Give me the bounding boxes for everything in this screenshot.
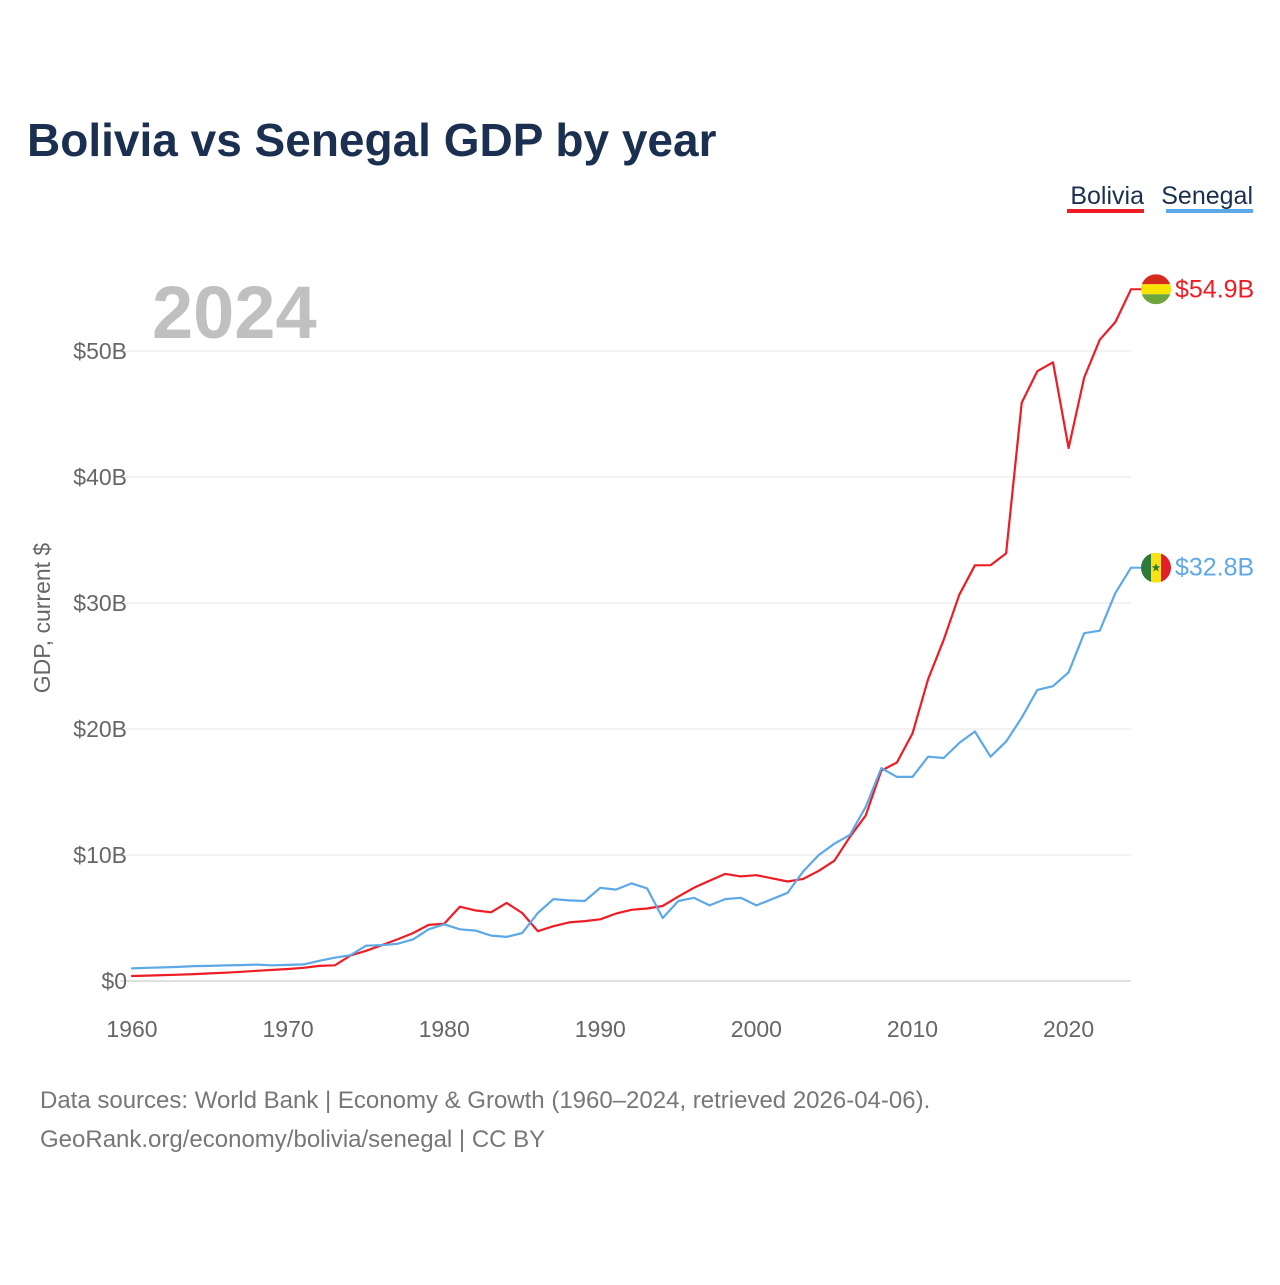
year-watermark: 2024 (152, 271, 317, 354)
series-line-senegal[interactable] (130, 566, 1133, 970)
y-tick-label: $40B (73, 464, 127, 490)
x-tick-label: 1990 (575, 1016, 626, 1042)
senegal-flag-icon (1141, 552, 1171, 583)
y-tick-label: $30B (73, 590, 127, 616)
y-tick-label: $20B (73, 716, 127, 742)
series-lines (130, 288, 1133, 978)
gridlines (120, 350, 1131, 982)
x-tick-label: 2020 (1043, 1016, 1094, 1042)
y-tick-label: $10B (73, 842, 127, 868)
end-value-label-bolivia: $54.9B (1175, 275, 1254, 303)
y-tick-label: $50B (73, 338, 127, 364)
x-tick-label: 1970 (263, 1016, 314, 1042)
x-tick-label: 2000 (731, 1016, 782, 1042)
footer-attribution[interactable]: GeoRank.org/economy/bolivia/senegal | CC… (40, 1126, 545, 1153)
end-value-label-senegal: $32.8B (1175, 554, 1254, 582)
chart-title: Bolivia vs Senegal GDP by year (27, 114, 717, 166)
legend-item-senegal[interactable]: Senegal (1161, 182, 1253, 210)
x-axis-ticks: 1960 1970 1980 1990 2000 2010 2020 (106, 1016, 1094, 1042)
footer-sources: Data sources: World Bank | Economy & Gro… (40, 1087, 930, 1114)
x-tick-label: 1960 (106, 1016, 157, 1042)
y-tick-label: $0 (101, 968, 127, 994)
x-tick-label: 1980 (419, 1016, 470, 1042)
end-labels: $54.9B $32.8B (1131, 274, 1254, 583)
y-axis-label: GDP, current $ (29, 543, 55, 694)
bolivia-flag-icon (1141, 274, 1171, 305)
series-line-bolivia[interactable] (130, 288, 1133, 978)
legend: Bolivia Senegal (1067, 182, 1253, 213)
x-tick-label: 2010 (887, 1016, 938, 1042)
legend-item-bolivia[interactable]: Bolivia (1070, 182, 1144, 210)
y-axis-ticks: $0 $10B $20B $30B $40B $50B (73, 338, 127, 994)
